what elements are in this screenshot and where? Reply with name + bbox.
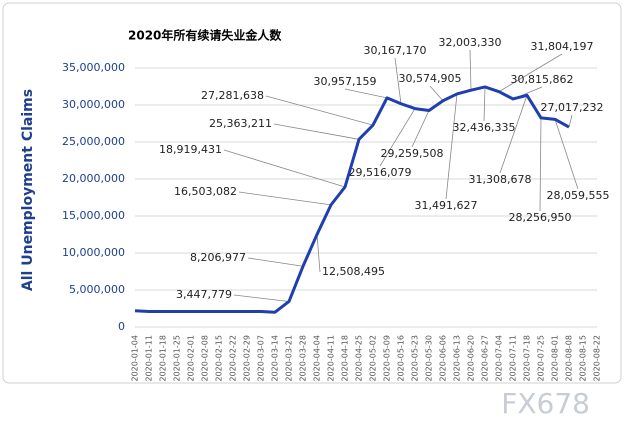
chart-frame	[2, 2, 622, 384]
x-tick-label: 2020-04-25	[355, 335, 364, 382]
data-label: 29,259,508	[381, 147, 444, 160]
x-tick-label: 2020-06-20	[467, 335, 476, 382]
watermark: FX678	[501, 387, 590, 420]
x-tick-label: 2020-07-11	[509, 335, 518, 382]
data-label: 30,574,905	[399, 72, 462, 85]
leader-line	[223, 149, 346, 188]
data-label: 8,206,977	[190, 251, 246, 264]
x-tick-label: 2020-08-22	[593, 335, 602, 382]
leader-line	[233, 294, 290, 302]
data-label: 30,815,862	[511, 73, 574, 86]
x-tick-label: 2020-08-15	[579, 335, 588, 382]
leader-line	[411, 110, 430, 148]
x-tick-label: 2020-02-08	[201, 335, 210, 382]
data-label: 25,363,211	[209, 117, 272, 130]
y-axis-label: All Unemployment Claims	[20, 89, 36, 291]
y-tick-label: 15,000,000	[62, 209, 125, 222]
x-tick-label: 2020-02-01	[187, 335, 196, 382]
x-tick-label: 2020-08-01	[551, 335, 560, 382]
x-tick-label: 2020-05-30	[425, 335, 434, 382]
leader-line	[469, 49, 472, 91]
x-tick-label: 2020-03-28	[299, 335, 308, 382]
leader-line	[498, 53, 563, 92]
x-tick-label: 2020-07-04	[495, 335, 504, 382]
x-tick-label: 2020-07-18	[523, 335, 532, 382]
data-label: 16,503,082	[174, 185, 237, 198]
y-tick-label: 0	[118, 320, 125, 333]
leader-line	[499, 95, 528, 174]
x-tick-label: 2020-01-25	[173, 335, 182, 382]
y-tick-label: 35,000,000	[62, 61, 125, 74]
data-label: 3,447,779	[176, 288, 232, 301]
x-tick-label: 2020-04-18	[341, 335, 350, 382]
x-tick-label: 2020-02-29	[243, 335, 252, 382]
y-tick-label: 5,000,000	[69, 283, 125, 296]
line	[134, 85, 570, 314]
y-tick-label: 20,000,000	[62, 172, 125, 185]
leader-line	[273, 123, 360, 140]
data-label: 27,017,232	[541, 101, 604, 114]
leader-line	[539, 117, 542, 212]
x-tick-label: 2020-05-09	[383, 335, 392, 382]
x-tick-label: 2020-03-07	[257, 335, 266, 382]
x-tick-label: 2020-04-04	[313, 335, 322, 382]
x-tick-label: 2020-02-22	[229, 335, 238, 382]
data-label: 31,491,627	[415, 199, 478, 212]
y-tick-label: 10,000,000	[62, 246, 125, 259]
data-label: 30,957,159	[314, 75, 377, 88]
x-tick-label: 2020-08-08	[565, 335, 574, 382]
leader-line	[483, 86, 486, 122]
x-tick-label: 2020-04-11	[327, 335, 336, 382]
data-label: 29,516,079	[349, 166, 412, 179]
leader-line	[394, 57, 402, 104]
x-tick-label: 2020-01-04	[131, 335, 140, 382]
y-tick-label: 30,000,000	[62, 98, 125, 111]
data-label: 27,281,638	[201, 89, 264, 102]
leader-line	[429, 85, 444, 102]
y-tick-label: 25,000,000	[62, 135, 125, 148]
leader-line	[344, 88, 388, 99]
data-label: 12,508,495	[322, 265, 385, 278]
x-tick-label: 2020-05-02	[369, 335, 378, 382]
data-label: 31,308,678	[469, 173, 532, 186]
data-label: 28,059,555	[547, 189, 610, 202]
x-tick-label: 2020-06-27	[481, 335, 490, 382]
chart-title: 2020年所有续请失业金人数	[128, 28, 282, 43]
data-label: 32,436,335	[453, 121, 516, 134]
x-tick-label: 2020-06-06	[439, 335, 448, 382]
data-label: 30,167,170	[364, 44, 427, 57]
leader-line	[238, 191, 332, 206]
leader-line	[265, 95, 374, 126]
x-tick-label: 2020-03-14	[271, 335, 280, 382]
x-tick-label: 2020-06-13	[453, 335, 462, 382]
data-label: 31,804,197	[531, 40, 594, 53]
leader-line	[247, 257, 304, 267]
x-tick-label: 2020-07-25	[537, 335, 546, 382]
x-tick-label: 2020-03-21	[285, 335, 294, 382]
leader-line	[568, 114, 573, 128]
leader-line	[554, 119, 579, 190]
x-tick-label: 2020-01-18	[159, 335, 168, 382]
x-tick-label: 2020-01-11	[145, 335, 154, 382]
leader-line	[379, 108, 416, 167]
leader-line	[445, 93, 458, 200]
x-tick-label: 2020-05-23	[411, 335, 420, 382]
data-label: 32,003,330	[439, 36, 502, 49]
data-label: 28,256,950	[509, 211, 572, 224]
data-label: 18,919,431	[159, 143, 222, 156]
x-tick-label: 2020-02-15	[215, 335, 224, 382]
x-tick-label: 2020-05-16	[397, 335, 406, 382]
leader-line	[316, 234, 321, 273]
